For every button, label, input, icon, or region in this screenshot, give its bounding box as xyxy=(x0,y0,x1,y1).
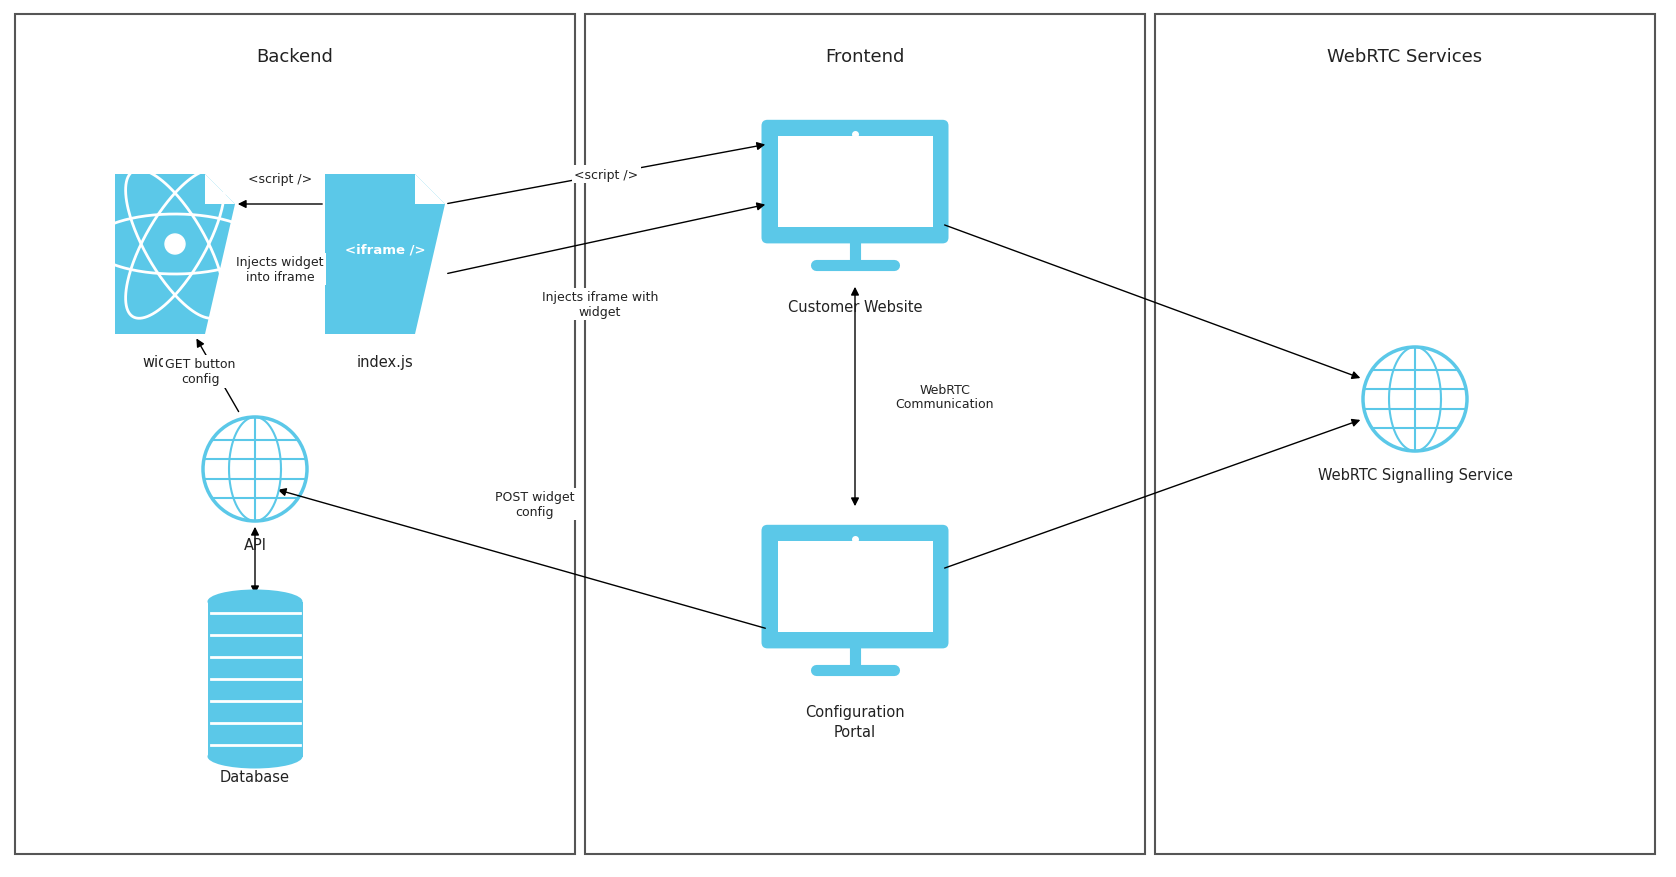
Text: Backend: Backend xyxy=(256,48,334,66)
Polygon shape xyxy=(116,175,235,335)
Bar xyxy=(778,137,932,228)
Bar xyxy=(15,15,575,854)
Text: Injects widget
into iframe: Injects widget into iframe xyxy=(236,256,323,283)
Polygon shape xyxy=(325,175,446,335)
Text: WebRTC Signalling Service: WebRTC Signalling Service xyxy=(1317,467,1512,482)
Text: <iframe />: <iframe /> xyxy=(345,243,426,256)
FancyBboxPatch shape xyxy=(761,525,949,649)
Bar xyxy=(1155,15,1654,854)
Text: WebRTC Services: WebRTC Services xyxy=(1327,48,1483,66)
Bar xyxy=(778,541,932,632)
Text: index.js: index.js xyxy=(357,354,414,369)
Bar xyxy=(585,15,1145,854)
Text: Configuration
Portal: Configuration Portal xyxy=(804,704,905,739)
Text: Database: Database xyxy=(220,769,290,784)
Text: Customer Website: Customer Website xyxy=(788,300,922,315)
Text: POST widget
config: POST widget config xyxy=(494,490,575,518)
Bar xyxy=(208,602,302,757)
Text: Frontend: Frontend xyxy=(825,48,905,66)
FancyBboxPatch shape xyxy=(761,121,949,244)
Text: Injects iframe with
widget: Injects iframe with widget xyxy=(541,290,659,318)
Polygon shape xyxy=(416,175,446,204)
Text: GET button
config: GET button config xyxy=(164,358,235,386)
Text: widget.js: widget.js xyxy=(142,354,208,369)
Text: <script />: <script /> xyxy=(248,174,312,186)
Text: WebRTC
Communication: WebRTC Communication xyxy=(895,383,994,411)
Text: <script />: <script /> xyxy=(575,168,639,182)
Polygon shape xyxy=(204,175,235,204)
Text: API: API xyxy=(243,538,266,553)
Circle shape xyxy=(164,235,184,254)
Ellipse shape xyxy=(208,745,302,768)
Ellipse shape xyxy=(208,590,302,614)
